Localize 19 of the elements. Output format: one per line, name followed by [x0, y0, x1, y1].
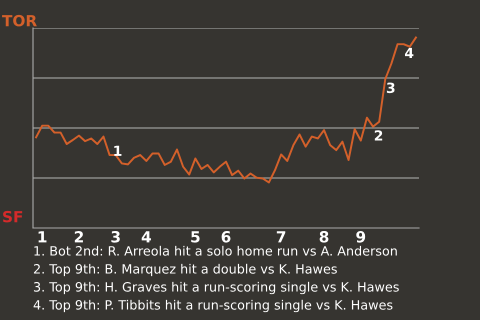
text: TOR [2, 14, 37, 26]
annotation: 4 [404, 48, 414, 58]
x-tick-label: 9 [356, 231, 366, 243]
x-tick-label: 6 [222, 231, 230, 243]
x-tick-label: 8 [320, 231, 328, 243]
annotation: 1 [114, 146, 122, 156]
text: SF [3, 210, 22, 222]
x-tick-label: 3 [111, 231, 120, 243]
text: 2. Top 9th: B. Marquez hit a double vs K. Hawes [34, 264, 337, 276]
x-tick-label: 4 [142, 231, 151, 242]
x-tick-label: 2 [74, 231, 83, 242]
x-tick-label: 7 [276, 231, 286, 242]
text: 4. Top 9th: P. Tibbits hit a run-scoring single vs K. Hawes [34, 300, 392, 312]
x-tick-label: 1 [38, 231, 46, 242]
annotation: 3 [386, 82, 395, 94]
text: 1. Bot 2nd: R. Arreola hit a solo home run vs A. Anderson [34, 246, 397, 256]
x-tick-label: 5 [191, 231, 200, 243]
annotation: 2 [374, 130, 382, 140]
text: 3. Top 9th: H. Graves hit a run-scoring single vs K. Hawes [34, 282, 399, 294]
